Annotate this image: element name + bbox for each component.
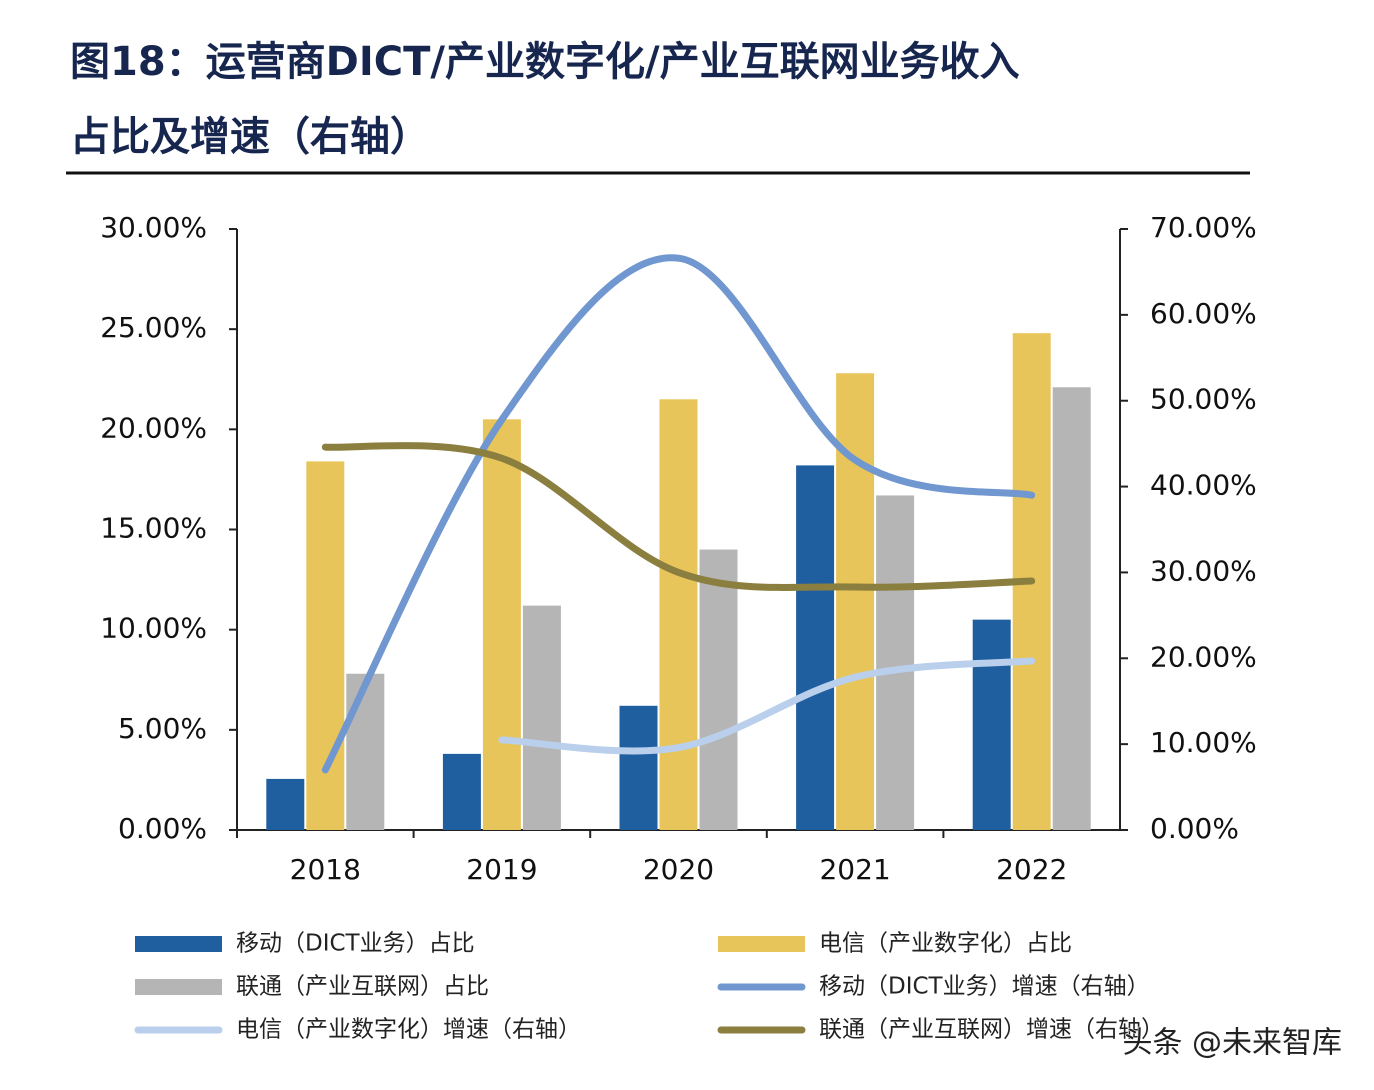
line [321, 442, 1036, 591]
x-tick-label: 2022 [996, 853, 1067, 886]
legend-swatch [135, 979, 222, 995]
y2-tick-label: 20.00% [1150, 640, 1257, 673]
bar [836, 373, 875, 830]
bar [442, 753, 481, 830]
y2-tick-label: 0.00% [1150, 812, 1239, 845]
x-tick-label: 2019 [466, 853, 537, 886]
chart-title: 占比及增速（右轴） [70, 114, 430, 160]
legend-label: 联通（产业互联网）占比 [236, 974, 489, 1000]
y2-tick-label: 60.00% [1150, 297, 1257, 330]
legend-label: 电信（产业数字化）增速（右轴） [236, 1017, 581, 1043]
legend-label: 联通（产业互联网）增速（右轴） [819, 1017, 1164, 1043]
y-tick-label: 25.00% [100, 311, 207, 344]
y-tick-label: 10.00% [100, 612, 207, 645]
x-tick-label: 2021 [819, 853, 890, 886]
y2-tick-label: 10.00% [1150, 726, 1257, 759]
bar [972, 619, 1011, 830]
bar [1052, 387, 1091, 830]
bar [346, 673, 385, 830]
line [321, 254, 1036, 774]
line [498, 657, 1036, 755]
bar [876, 495, 915, 830]
bar [796, 465, 835, 830]
bar [266, 778, 305, 830]
legend-label: 移动（DICT业务）占比 [236, 931, 475, 957]
legend-swatch [718, 936, 805, 952]
y2-tick-label: 70.00% [1150, 211, 1257, 244]
y-tick-label: 30.00% [100, 211, 207, 244]
y2-tick-label: 30.00% [1150, 554, 1257, 587]
y-tick-label: 15.00% [100, 512, 207, 545]
y-tick-label: 20.00% [100, 411, 207, 444]
legend-swatch [135, 936, 222, 952]
y2-tick-label: 40.00% [1150, 469, 1257, 502]
x-tick-label: 2020 [643, 853, 714, 886]
x-tick-label: 2018 [290, 853, 361, 886]
watermark: 头条 @未来智库 [1122, 1026, 1342, 1061]
chart-title: 图18：运营商DICT/产业数字化/产业互联网业务收入 [70, 39, 1020, 85]
bar [482, 419, 521, 830]
legend-label: 电信（产业数字化）占比 [819, 931, 1072, 957]
bar [306, 461, 345, 830]
bar [619, 705, 658, 830]
legend-label: 移动（DICT业务）增速（右轴） [819, 974, 1150, 1000]
y2-tick-label: 50.00% [1150, 383, 1257, 416]
y-tick-label: 0.00% [118, 812, 207, 845]
bar [522, 605, 561, 830]
y-tick-label: 5.00% [118, 712, 207, 745]
bar [699, 549, 738, 830]
bar [659, 399, 698, 830]
